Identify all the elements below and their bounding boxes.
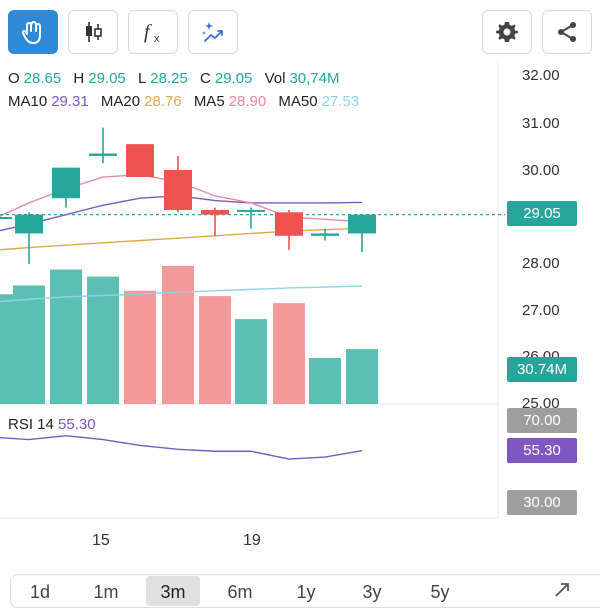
volume-value: 30,74M: [289, 70, 340, 87]
price-axis-label: 25.00: [522, 395, 560, 412]
candle-body: [126, 144, 154, 178]
candle-body: [89, 153, 117, 156]
volume-bar: [0, 294, 14, 404]
volume-bar: [273, 303, 305, 404]
share-button[interactable]: [542, 10, 592, 54]
high-label: H: [73, 70, 85, 87]
volume-bar: [309, 358, 341, 404]
close-value: 29.05: [214, 70, 253, 87]
function-icon: f x: [144, 21, 160, 45]
ma5-value: 28.90: [228, 93, 267, 110]
candle-body: [311, 233, 339, 236]
open-label: O: [8, 70, 20, 87]
ma20-label: MA20: [100, 93, 141, 110]
x-axis-label: 19: [243, 532, 261, 549]
candlestick-icon: [86, 22, 102, 42]
ma5-label: MA5: [193, 93, 225, 110]
volume-bar: [235, 319, 267, 404]
period-1d[interactable]: 1d: [29, 582, 51, 602]
current-price-tag: 29.05: [507, 201, 577, 226]
ma20-value: 28.76: [144, 93, 182, 110]
price-axis-label: 32.00: [522, 67, 560, 84]
ma50-value: 27.53: [321, 93, 360, 110]
rsi-value: 55.30: [58, 416, 96, 433]
rsi-upper-tag: 70.00: [507, 408, 577, 433]
low-label: L: [137, 70, 147, 87]
volume-bar: [87, 276, 119, 404]
fullscreen-button[interactable]: [552, 580, 576, 600]
candle-body: [164, 170, 192, 210]
ma20-line: [0, 227, 363, 251]
high-value: 29.05: [88, 70, 126, 87]
candle-body: [275, 212, 303, 236]
candle-body: [15, 214, 43, 234]
rsi-label: RSI 14: [8, 416, 54, 433]
candle-body: [201, 209, 229, 215]
svg-text:x: x: [154, 33, 160, 45]
indicators-button[interactable]: f x: [128, 10, 178, 54]
volume-bar: [50, 269, 82, 404]
ma50-line: [0, 285, 363, 303]
ai-drawing-button[interactable]: [188, 10, 238, 54]
ma10-label: MA10: [8, 93, 48, 110]
close-label: C: [200, 70, 211, 87]
candle-body: [0, 217, 12, 219]
rsi-line: [0, 434, 363, 460]
expand-icon: [555, 583, 569, 597]
ma50-label: MA50: [278, 93, 318, 110]
rsi-legend: RSI 14 55.30: [8, 416, 96, 433]
settings-button[interactable]: [482, 10, 532, 54]
rsi-value-tag: 55.30: [507, 438, 577, 463]
rsi-lower-tag: 30.00: [507, 490, 577, 515]
price-axis-label: 30.00: [522, 162, 560, 179]
gear-icon: [496, 22, 518, 42]
candle-body: [52, 167, 80, 199]
low-value: 28.25: [150, 70, 188, 87]
period-1m[interactable]: 1m: [93, 582, 119, 602]
price-axis-label: 31.00: [522, 115, 560, 132]
x-axis-label: 15: [92, 532, 110, 549]
candlestick-type-button[interactable]: [68, 10, 118, 54]
candle-body: [348, 214, 376, 234]
share-icon: [558, 22, 576, 42]
period-5y[interactable]: 5y: [430, 582, 450, 602]
magic-wand-icon: [202, 22, 223, 42]
volume-tag: 30.74M: [507, 357, 577, 382]
price-axis-label: 28.00: [522, 255, 560, 272]
candle-body: [237, 209, 265, 212]
volume-bar: [162, 266, 194, 404]
period-1y[interactable]: 1y: [296, 582, 316, 602]
ohlc-legend: O 28.65 H 29.05 L 28.25 C 29.05 Vol 30,74M: [8, 70, 343, 87]
price-axis-label: 27.00: [522, 302, 560, 319]
period-3m[interactable]: 3m: [160, 582, 186, 602]
volume-bar: [199, 296, 231, 404]
volume-bar: [346, 349, 378, 404]
svg-text:f: f: [144, 21, 152, 43]
volume-bar: [13, 285, 45, 404]
hand-tool-button[interactable]: [8, 10, 58, 54]
volume-bar: [124, 290, 156, 404]
open-value: 28.65: [23, 70, 62, 87]
period-3y[interactable]: 3y: [362, 582, 382, 602]
ma-legend: MA10 29.31 MA20 28.76 MA5 28.90 MA50 27.53: [8, 93, 363, 110]
period-6m[interactable]: 6m: [227, 582, 253, 602]
ma10-value: 29.31: [51, 93, 89, 110]
volume-label: Vol: [264, 70, 286, 87]
hand-icon: [21, 21, 41, 44]
